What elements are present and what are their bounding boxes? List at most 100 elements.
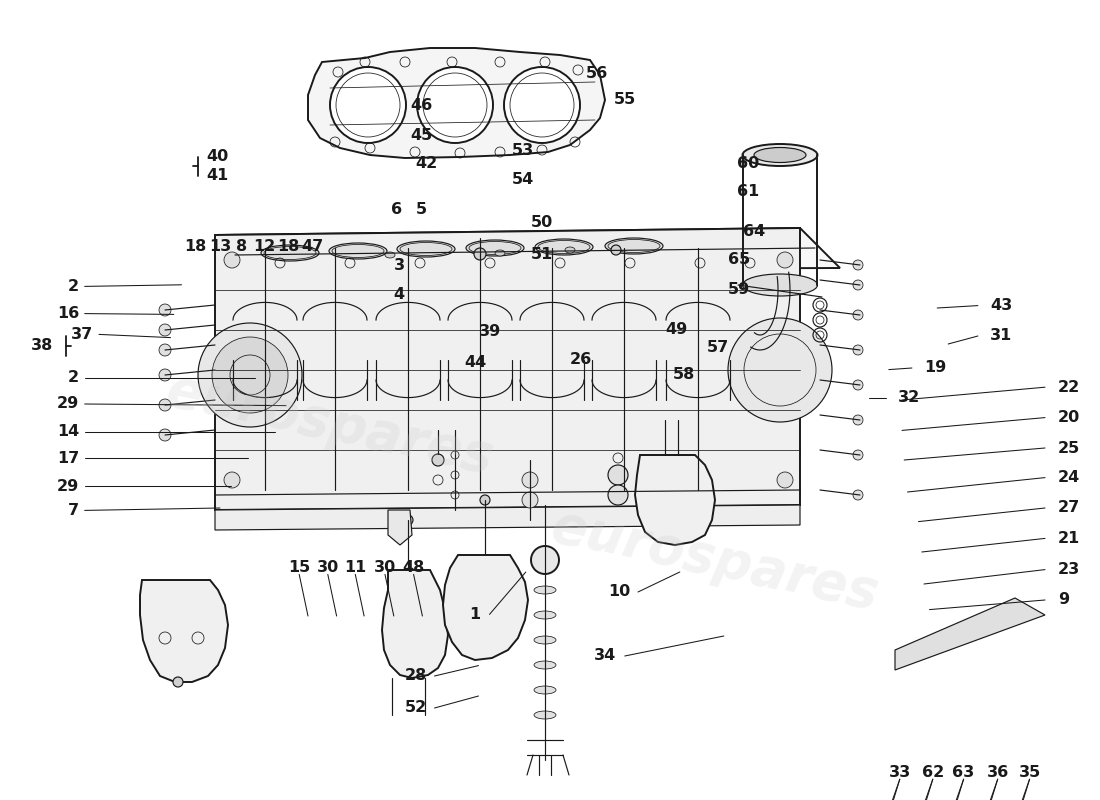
Circle shape (224, 252, 240, 268)
Text: 61: 61 (737, 185, 759, 199)
Text: 54: 54 (512, 173, 534, 187)
Circle shape (852, 345, 864, 355)
Circle shape (504, 67, 580, 143)
Text: 56: 56 (586, 66, 608, 81)
Polygon shape (214, 228, 840, 270)
Text: 58: 58 (673, 367, 695, 382)
Text: 48: 48 (403, 561, 425, 575)
Text: 4: 4 (394, 287, 405, 302)
Text: 51: 51 (531, 247, 553, 262)
Text: 43: 43 (990, 298, 1012, 313)
Circle shape (522, 472, 538, 488)
Text: 46: 46 (410, 98, 432, 113)
Text: 37: 37 (72, 327, 94, 342)
Text: 52: 52 (405, 701, 427, 715)
Text: 22: 22 (1058, 380, 1080, 394)
Circle shape (852, 450, 864, 460)
Text: 64: 64 (742, 225, 764, 239)
Ellipse shape (742, 274, 817, 296)
Polygon shape (140, 580, 228, 682)
Text: 32: 32 (898, 390, 920, 405)
Text: 30: 30 (374, 561, 396, 575)
Text: 9: 9 (1058, 593, 1069, 607)
Text: 21: 21 (1058, 531, 1080, 546)
Text: 62: 62 (922, 766, 944, 780)
Circle shape (610, 245, 621, 255)
Circle shape (403, 515, 412, 525)
Circle shape (608, 465, 628, 485)
Polygon shape (214, 505, 800, 530)
Text: 41: 41 (207, 169, 229, 183)
Ellipse shape (329, 243, 387, 259)
Circle shape (198, 323, 302, 427)
Ellipse shape (495, 250, 505, 256)
Text: 49: 49 (666, 322, 688, 337)
Text: 27: 27 (1058, 501, 1080, 515)
Circle shape (852, 310, 864, 320)
Text: 20: 20 (1058, 410, 1080, 425)
Circle shape (160, 399, 170, 411)
Circle shape (777, 472, 793, 488)
Polygon shape (635, 455, 715, 545)
Text: 16: 16 (57, 306, 79, 321)
Text: 47: 47 (301, 239, 323, 254)
Circle shape (224, 472, 240, 488)
Text: 42: 42 (416, 157, 438, 171)
Ellipse shape (754, 147, 806, 162)
Text: 35: 35 (1019, 766, 1041, 780)
Text: 65: 65 (728, 253, 750, 267)
Text: 40: 40 (207, 150, 229, 164)
Circle shape (852, 280, 864, 290)
Circle shape (330, 67, 406, 143)
Text: 28: 28 (405, 669, 427, 683)
Ellipse shape (534, 711, 556, 719)
Circle shape (160, 304, 170, 316)
Polygon shape (308, 48, 605, 158)
Text: 2: 2 (68, 279, 79, 294)
Text: 13: 13 (209, 239, 231, 254)
Text: 17: 17 (57, 451, 79, 466)
Circle shape (852, 260, 864, 270)
Text: 3: 3 (394, 258, 405, 273)
Text: 25: 25 (1058, 441, 1080, 455)
Circle shape (777, 252, 793, 268)
Ellipse shape (534, 686, 556, 694)
Text: 5: 5 (416, 202, 427, 217)
Ellipse shape (534, 611, 556, 619)
Circle shape (474, 248, 486, 260)
Text: 1: 1 (470, 607, 481, 622)
Text: 50: 50 (531, 215, 553, 230)
Text: 38: 38 (31, 338, 53, 353)
Text: 57: 57 (707, 341, 729, 355)
Ellipse shape (534, 661, 556, 669)
Text: 18: 18 (185, 239, 207, 254)
Text: 34: 34 (594, 649, 616, 663)
Ellipse shape (397, 241, 455, 257)
Text: 11: 11 (344, 561, 366, 575)
Polygon shape (443, 555, 528, 660)
Text: 18: 18 (277, 239, 299, 254)
Text: 31: 31 (990, 329, 1012, 343)
Text: eurospares: eurospares (162, 364, 498, 484)
Text: 2: 2 (68, 370, 79, 385)
Circle shape (522, 492, 538, 508)
Text: 63: 63 (953, 766, 975, 780)
Circle shape (160, 369, 170, 381)
Circle shape (531, 546, 559, 574)
Circle shape (160, 429, 170, 441)
Text: 26: 26 (570, 353, 592, 367)
Ellipse shape (565, 247, 575, 253)
Ellipse shape (385, 252, 395, 258)
Text: 39: 39 (478, 325, 500, 339)
Polygon shape (388, 510, 412, 545)
Circle shape (432, 454, 444, 466)
Ellipse shape (466, 240, 524, 256)
Circle shape (160, 344, 170, 356)
Circle shape (212, 337, 288, 413)
Text: 10: 10 (608, 585, 630, 599)
Text: 36: 36 (987, 766, 1009, 780)
Text: 12: 12 (253, 239, 275, 254)
Text: eurospares: eurospares (547, 500, 883, 620)
Circle shape (173, 677, 183, 687)
Text: 44: 44 (464, 355, 486, 370)
